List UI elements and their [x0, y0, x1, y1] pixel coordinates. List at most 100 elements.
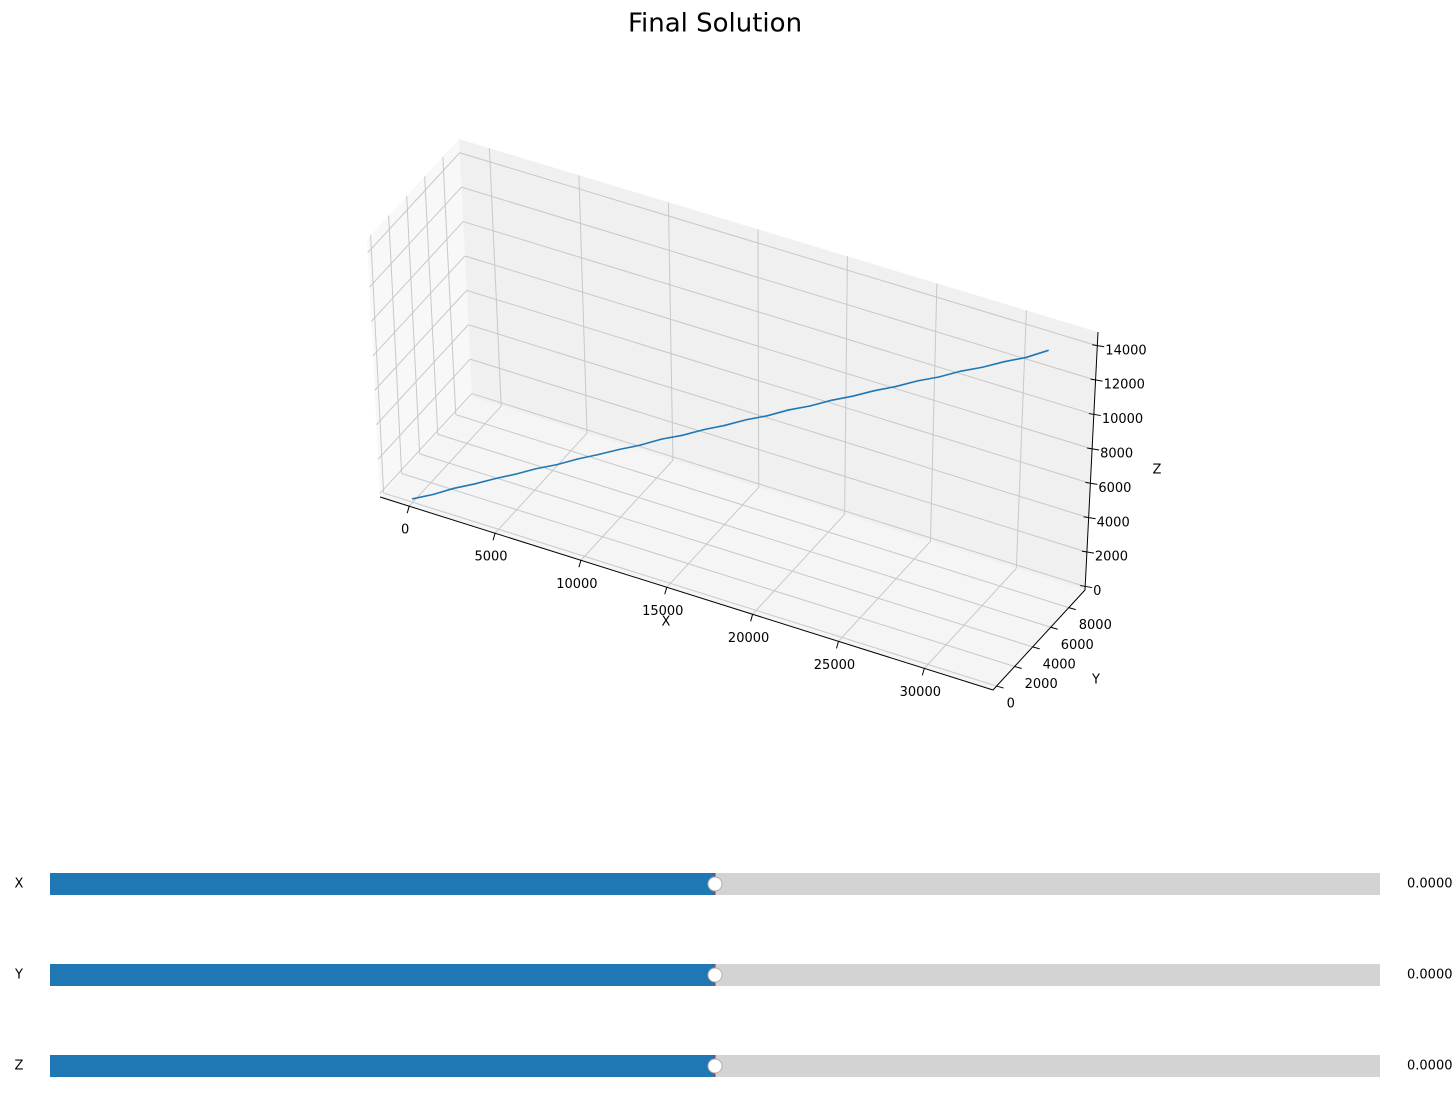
grid-line — [461, 186, 1096, 381]
z-tick — [1085, 481, 1098, 485]
series-point — [473, 483, 476, 485]
grid-line — [406, 195, 421, 454]
grid-line — [367, 152, 461, 254]
z-tick — [1081, 550, 1094, 554]
x-tick — [578, 560, 582, 568]
series-point — [851, 395, 854, 397]
series-point — [452, 487, 455, 490]
slider-value: 0.0000 — [1407, 1059, 1453, 1074]
series-point — [556, 463, 558, 466]
z-tick-label: 6000 — [1098, 481, 1131, 496]
series-point — [916, 380, 919, 382]
series-point — [576, 458, 579, 460]
y-tick-label: 6000 — [1061, 638, 1094, 653]
z-tick-label: 12000 — [1104, 378, 1145, 393]
series-point — [830, 399, 833, 402]
y-tick-label: 2000 — [1025, 677, 1058, 692]
slider-knob[interactable] — [707, 967, 723, 983]
series-point — [809, 405, 811, 407]
series-point — [639, 444, 641, 446]
grid-line — [468, 324, 1089, 519]
grid-line — [419, 453, 1033, 648]
pane-back — [459, 139, 1098, 590]
grid-line — [437, 433, 1051, 628]
x-tick-label: 20000 — [728, 631, 769, 646]
grid-line — [370, 221, 464, 322]
z-tick-label: 0 — [1093, 584, 1101, 599]
y-tick-label: 4000 — [1043, 657, 1076, 672]
grid-line — [375, 324, 469, 426]
z-tick-label: 14000 — [1105, 343, 1146, 358]
grid-line — [666, 486, 760, 588]
z-tick — [1088, 413, 1101, 417]
grid-line — [667, 202, 674, 461]
slider-fill — [50, 873, 715, 895]
z-tick-label: 4000 — [1097, 515, 1130, 530]
grid-line — [401, 472, 1015, 667]
z-tick-label: 8000 — [1100, 446, 1133, 461]
series-point — [1003, 360, 1006, 363]
series-point — [787, 409, 790, 411]
grid-line — [844, 256, 848, 515]
series-point — [432, 493, 435, 496]
z-tick-label: 2000 — [1095, 550, 1128, 565]
pane-bottom — [380, 397, 1085, 690]
series-point — [681, 434, 684, 437]
grid-line — [379, 393, 473, 494]
grid-line — [1015, 310, 1027, 569]
slider-label: Y — [14, 968, 23, 983]
slider-knob[interactable] — [707, 1058, 723, 1074]
x-tick-label: 30000 — [900, 685, 941, 700]
grid-line — [459, 152, 1098, 347]
series-point — [981, 366, 984, 369]
series-point — [723, 424, 726, 427]
slider-fill — [50, 964, 715, 986]
slider-knob[interactable] — [707, 876, 723, 892]
x-axis-label: X — [662, 615, 671, 630]
grid-line — [424, 176, 439, 435]
z-tick — [1087, 447, 1100, 451]
series-point — [514, 473, 517, 475]
series-point — [938, 376, 940, 378]
grid-line — [752, 513, 845, 615]
slider-value: 0.0000 — [1407, 877, 1453, 892]
series-point — [873, 389, 876, 392]
grid-line — [463, 221, 1094, 416]
grid-line — [370, 235, 385, 494]
series-point — [894, 385, 897, 388]
y-tick — [996, 685, 1004, 689]
z-tick — [1090, 378, 1103, 382]
chart-title: Final Solution — [628, 9, 802, 39]
axis-line — [992, 589, 1086, 691]
series-point — [493, 477, 496, 480]
grid-line — [388, 215, 403, 474]
x-tick — [921, 668, 925, 676]
y-tick — [1032, 646, 1040, 650]
y-tick — [1068, 607, 1076, 611]
pane-left — [367, 139, 472, 497]
grid-line — [442, 156, 457, 415]
grid-line — [580, 459, 674, 561]
grid-line — [408, 405, 502, 507]
x-tick — [835, 641, 839, 649]
grid-line — [372, 255, 466, 357]
grid-line — [929, 283, 938, 542]
x-tick-label: 10000 — [556, 577, 597, 592]
grid-line — [374, 290, 467, 391]
slider-label: Z — [15, 1059, 24, 1074]
grid-line — [369, 186, 462, 288]
sliders: X 0.0000 Y 0.0000 Z 0.0000 — [14, 873, 1453, 1077]
x-tick — [750, 614, 754, 622]
grid-line — [494, 432, 588, 534]
grid-line — [383, 492, 997, 687]
x-tick — [406, 506, 410, 514]
grid-line — [464, 255, 1093, 450]
z-tick — [1080, 585, 1093, 589]
y-tick-label: 0 — [1007, 697, 1015, 712]
y-tick-label: 8000 — [1079, 618, 1112, 633]
x-tick-label: 15000 — [642, 604, 683, 619]
x-tick-label: 25000 — [814, 658, 855, 673]
y-axis-label: Y — [1091, 673, 1100, 688]
